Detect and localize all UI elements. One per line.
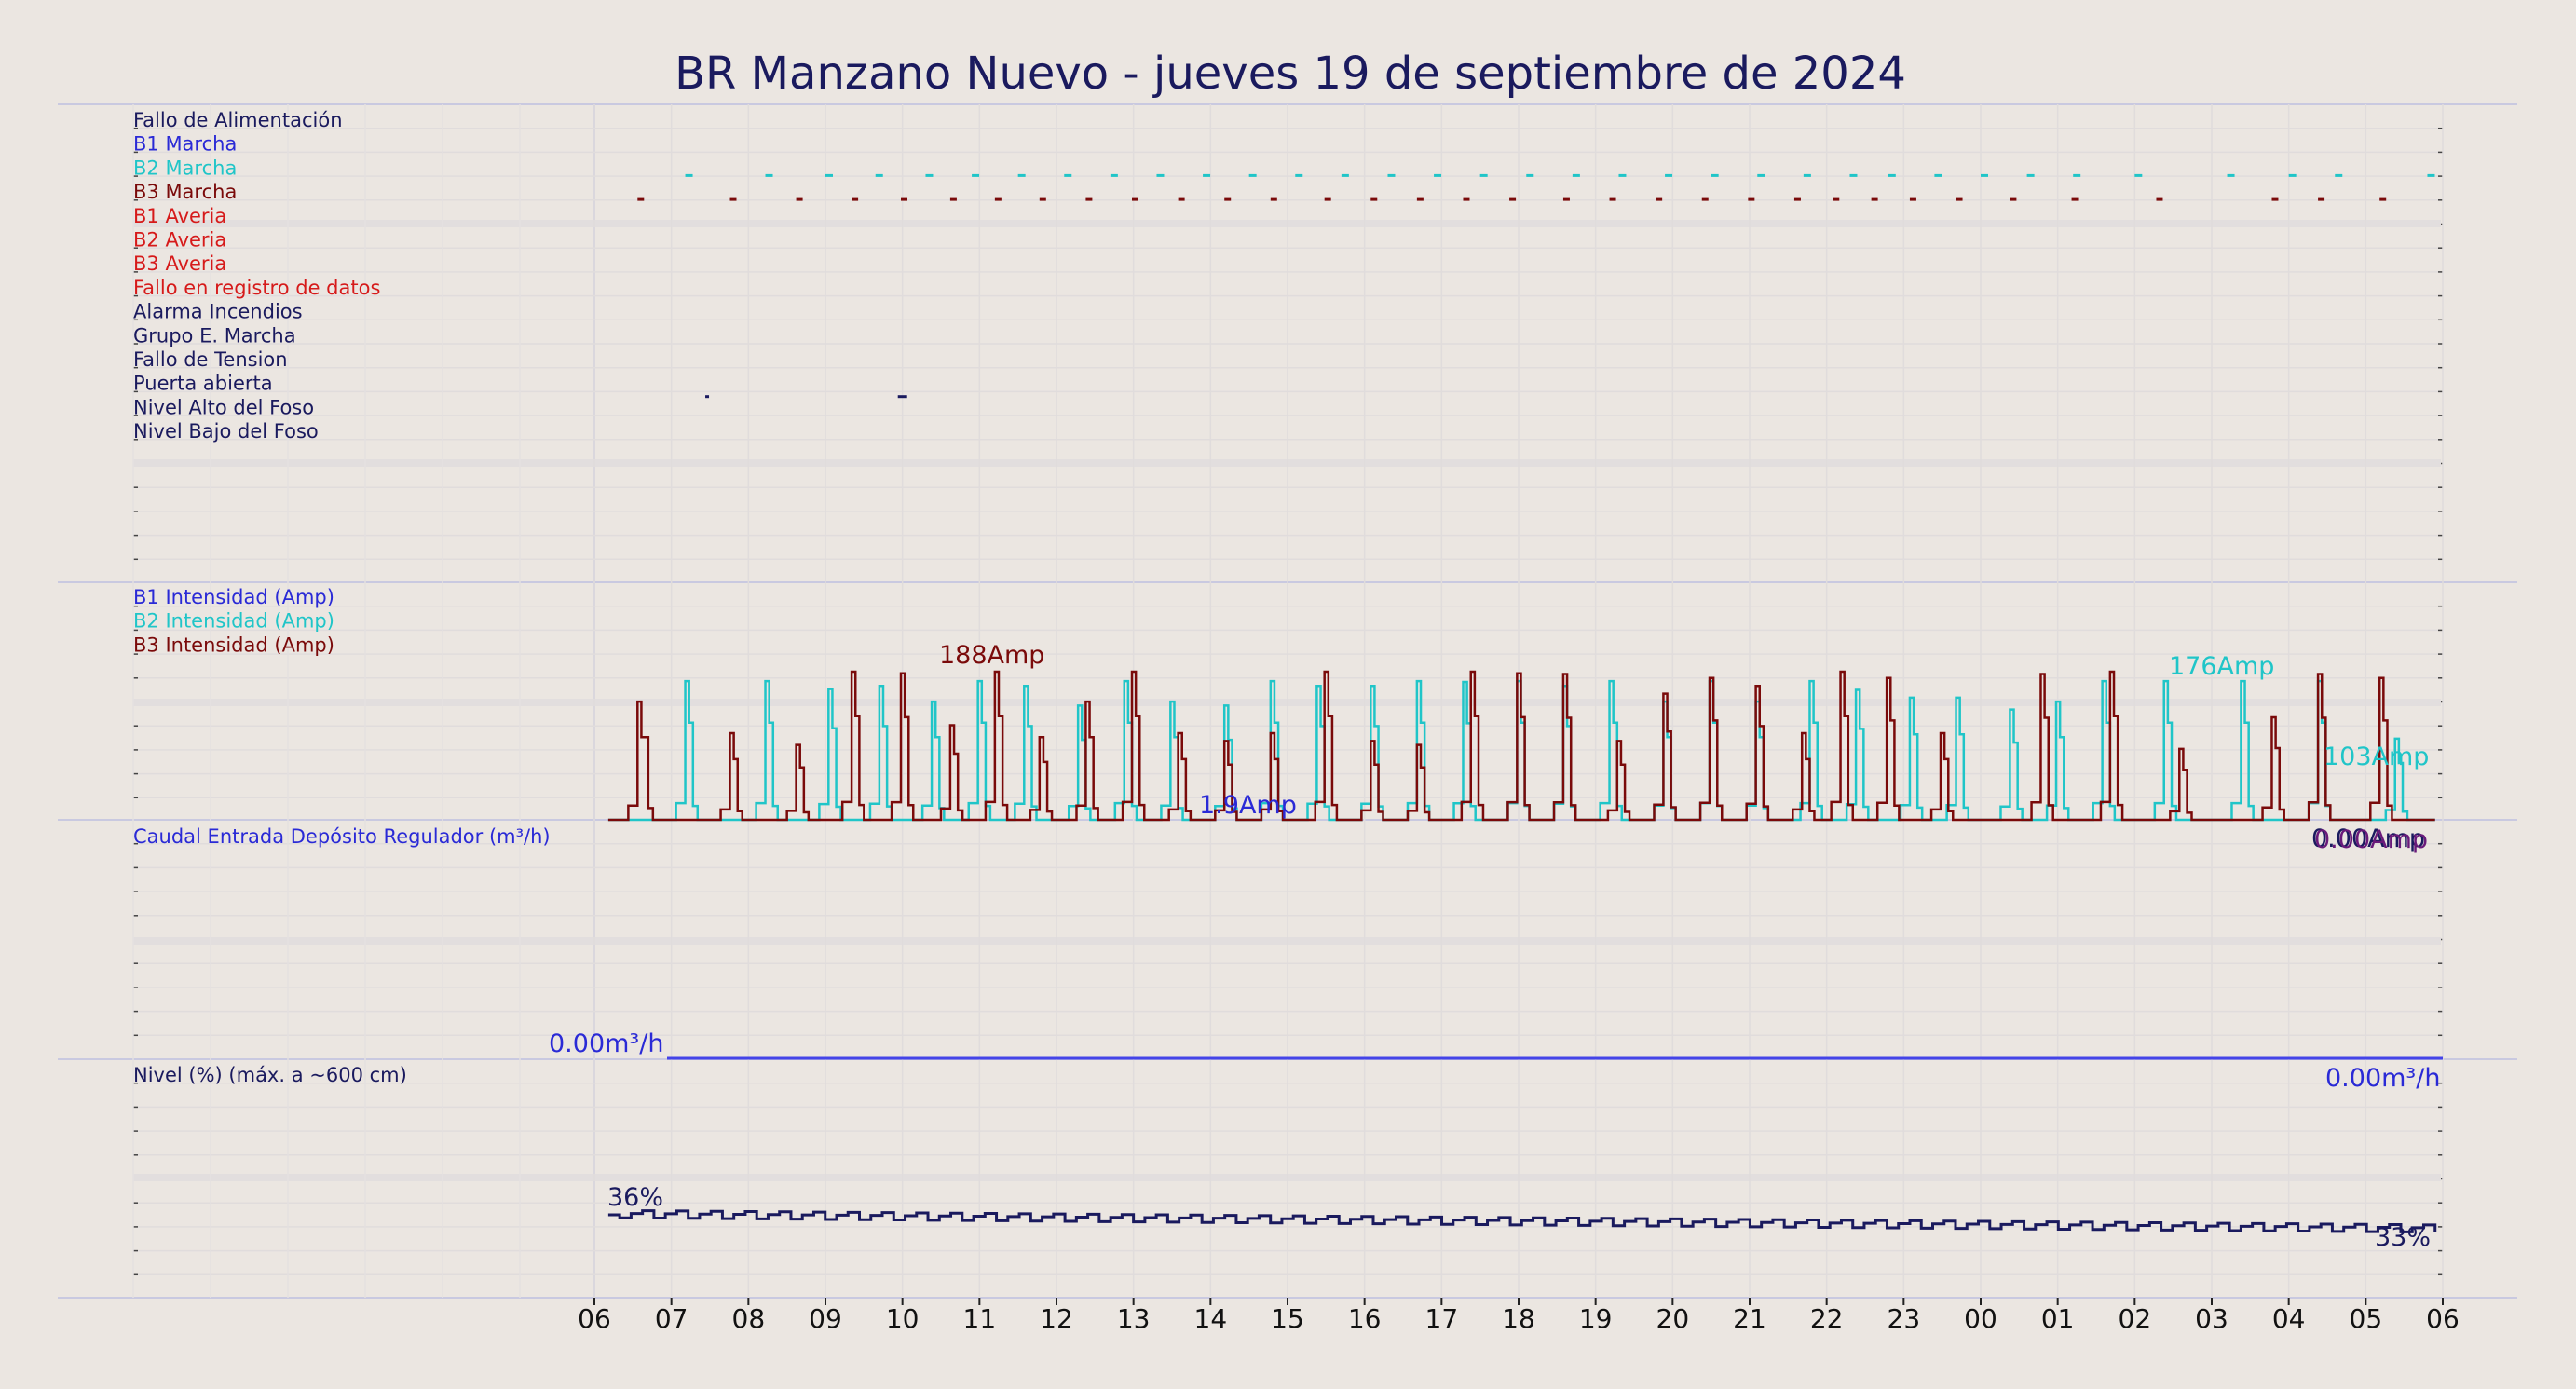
x-tick-label: 20 <box>1656 1303 1690 1334</box>
status-label: B1 Marcha <box>133 133 237 156</box>
x-tick-label: 23 <box>1888 1303 1921 1334</box>
status-label: Puerta abierta <box>133 373 273 395</box>
b2-max-annotation: 176Amp <box>2169 652 2274 681</box>
x-tick-label: 02 <box>2119 1303 2152 1334</box>
x-tick-label: 05 <box>2350 1303 2383 1334</box>
chart-title: BR Manzano Nuevo - jueves 19 de septiemb… <box>675 48 1906 100</box>
b3-current-line <box>607 670 2435 822</box>
flow-end-annotation: 0.00m³/h <box>2325 1064 2440 1093</box>
status-label: Fallo en registro de datos <box>133 277 380 299</box>
x-tick-label: 09 <box>809 1303 842 1334</box>
current-label: B3 Intensidad (Amp) <box>133 633 334 656</box>
x-tick-label: 22 <box>1810 1303 1844 1334</box>
status-label: B3 Averia <box>133 252 226 275</box>
status-label: Nivel Alto del Foso <box>133 396 314 418</box>
status-label: B3 Marcha <box>133 181 237 203</box>
data-series <box>607 173 2443 1233</box>
status-label: Nivel Bajo del Foso <box>133 420 319 443</box>
x-tick-label: 13 <box>1117 1303 1151 1334</box>
last-value-annotation-b: 0.00Amp <box>2314 825 2428 854</box>
x-tick-label: 15 <box>1271 1303 1304 1334</box>
grid-lines <box>132 104 2444 1298</box>
x-tick-label: 10 <box>886 1303 920 1334</box>
status-label: Grupo E. Marcha <box>133 324 296 347</box>
current-label: B2 Intensidad (Amp) <box>133 610 334 633</box>
x-tick-label: 12 <box>1040 1303 1073 1334</box>
b1-max-annotation: 1.9Amp <box>1199 791 1297 820</box>
flow-start-annotation: 0.00m³/h <box>549 1029 663 1058</box>
level-line <box>607 1209 2437 1233</box>
b3-max-annotation: 188Amp <box>939 641 1044 670</box>
status-label: Alarma Incendios <box>133 301 303 323</box>
x-tick-label: 03 <box>2195 1303 2228 1334</box>
x-tick-label: 04 <box>2272 1303 2306 1334</box>
status-label: B2 Averia <box>133 229 226 252</box>
current-label: B1 Intensidad (Amp) <box>133 586 334 608</box>
x-tick-label: 00 <box>1964 1303 1997 1334</box>
x-tick-label: 19 <box>1579 1303 1613 1334</box>
last-value-annotation-a: 0.00Amp <box>2311 824 2425 853</box>
text-labels: 06 07 08 09 10 11 12 13 14 15 16 17 18 19 20 21 22 23 00 01… <box>133 109 2460 1334</box>
flow-label: Caudal Entrada Depósito Regulador (m³/h) <box>133 825 551 848</box>
status-label: Fallo de Alimentación <box>133 109 343 131</box>
x-tick-label: 08 <box>732 1303 766 1334</box>
level-label: Nivel (%) (máx. a ~600 cm) <box>133 1064 407 1086</box>
x-tick-label: 11 <box>963 1303 997 1334</box>
status-label: Fallo de Tension <box>133 348 288 371</box>
x-tick-label: 06 <box>578 1303 611 1334</box>
x-tick-label: 16 <box>1348 1303 1382 1334</box>
b2-last-annotation: 103Amp <box>2324 742 2429 771</box>
status-label: B2 Marcha <box>133 157 237 179</box>
x-tick-label: 01 <box>2041 1303 2075 1334</box>
level-end-annotation: 33% <box>2375 1223 2431 1252</box>
level-start-annotation: 36% <box>607 1183 663 1212</box>
x-tick-label: 06 <box>2426 1303 2460 1334</box>
status-label: B1 Averia <box>133 205 226 227</box>
x-tick-label: 17 <box>1425 1303 1459 1334</box>
x-tick-label: 18 <box>1502 1303 1535 1334</box>
x-tick-label: 07 <box>655 1303 688 1334</box>
x-tick-label: 21 <box>1733 1303 1766 1334</box>
x-tick-label: 14 <box>1194 1303 1228 1334</box>
